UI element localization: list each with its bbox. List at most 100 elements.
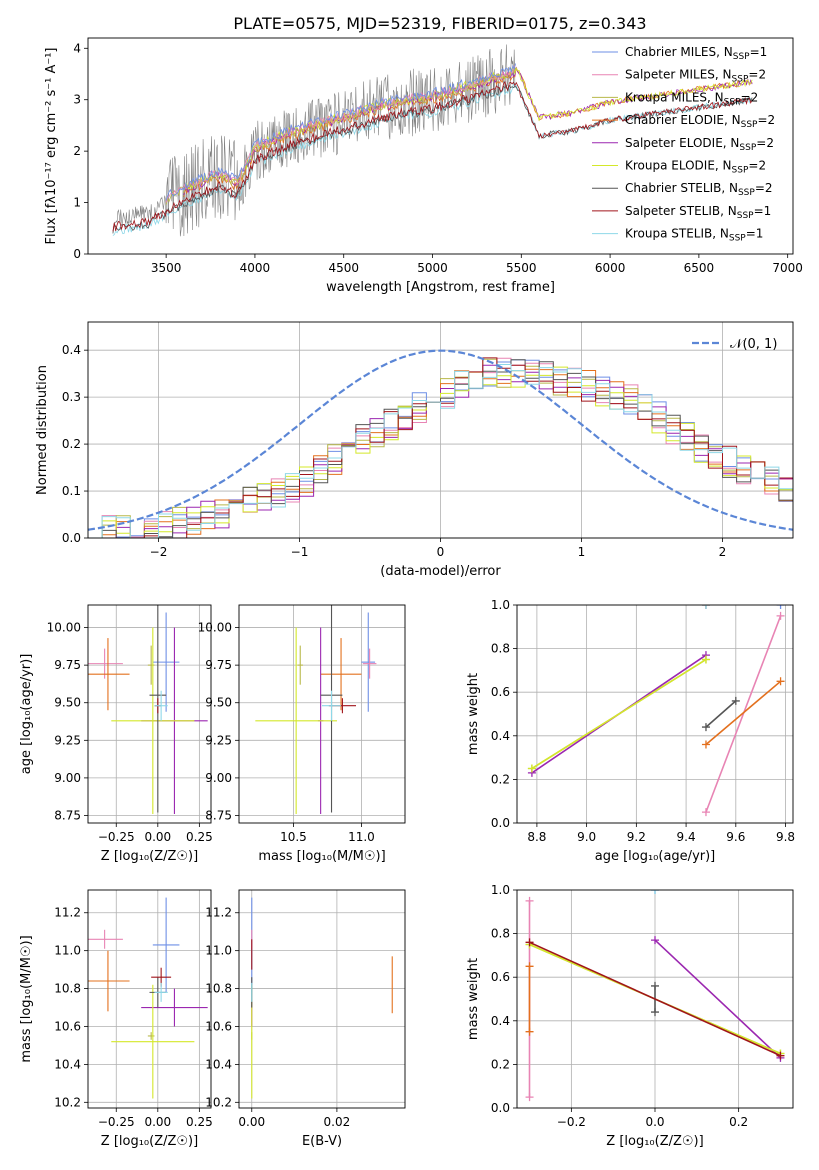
y-tick-label: 1 (73, 196, 81, 210)
legend-label: Kroupa ELODIE, NSSP=2 (625, 159, 766, 176)
x-tick-label: 3500 (151, 261, 182, 275)
model-kroupa-stelib (112, 82, 753, 236)
x-axis-label: Z [log₁₀(Z/Z☉)] (101, 1134, 198, 1149)
weight-marker-chabrier-stelib (701, 723, 710, 732)
y-axis-label: mass weight (466, 958, 481, 1040)
model-chabrier-miles (165, 63, 516, 201)
histogram-kroupa-stelib (88, 364, 793, 538)
y-tick-label: 9.00 (54, 771, 81, 785)
axes-frame (516, 604, 794, 824)
y-tick-label: 0.1 (62, 484, 81, 498)
panel-age_vs_z: −0.25 0.00 0.25 8.75 9.00 9.25 9.50 9.75 10.00 Z … (19, 604, 213, 864)
x-tick-label: 7000 (772, 261, 803, 275)
x-tick-label: 6500 (684, 261, 715, 275)
y-tick-label: 8.75 (54, 808, 81, 822)
y-tick-label: 0.2 (62, 437, 81, 451)
y-tick-label: 9.75 (205, 658, 232, 672)
axes-frame (87, 604, 212, 824)
x-tick-label: 5000 (417, 261, 448, 275)
plot-area (251, 897, 393, 1099)
x-axis-label: wavelength [Angstrom, rest frame] (326, 280, 555, 295)
panel-weight_vs_age: 8.8 9.0 9.2 9.4 9.6 9.8 0.0 0.2 0.4 0.6 0.8 1.0 age … (466, 598, 795, 864)
panel-weight_vs_z: −0.2 0.0 0.2 0.0 0.2 0.4 0.6 0.8 1.0 Z [log₁₀(Z/Z… (466, 883, 794, 1149)
legend: Chabrier MILES, NSSP=1 Salpeter MILES, NS… (592, 45, 775, 244)
x-axis-label: mass [log₁₀(M/M☉)] (258, 849, 385, 864)
panel-mass_vs_z: −0.25 0.00 0.25 10.2 10.4 10.6 10.8 11.0 11.2 Z [… (19, 889, 213, 1149)
y-tick-label: 10.8 (205, 982, 232, 996)
plot-area (88, 897, 208, 1099)
x-axis-label: Z [log₁₀(Z/Z☉)] (101, 849, 198, 864)
y-tick-label: 0.0 (491, 1101, 510, 1115)
model-kroupa-miles (165, 67, 516, 205)
y-axis-label: mass weight (466, 673, 481, 755)
y-tick-label: 10.00 (47, 621, 81, 635)
y-tick-label: 9.50 (54, 696, 81, 710)
legend-label: Salpeter MILES, NSSP=2 (625, 68, 766, 85)
y-tick-label: 11.2 (205, 906, 232, 920)
x-tick-label: −0.25 (98, 830, 135, 844)
x-tick-label: −0.2 (557, 1115, 586, 1129)
axes-frame (87, 37, 794, 255)
x-tick-label: 0.25 (186, 1115, 213, 1129)
x-tick-label: 9.4 (677, 830, 696, 844)
weight-line-kroupa-elodie (531, 658, 707, 770)
x-tick-label: 11.0 (348, 830, 375, 844)
axes-frame (516, 889, 794, 1109)
y-tick-label: 10.2 (205, 1095, 232, 1109)
legend-label: Salpeter STELIB, NSSP=1 (625, 204, 771, 221)
y-tick-label: 9.25 (54, 733, 81, 747)
y-tick-label: 0.0 (491, 816, 510, 830)
plot-area (88, 605, 208, 814)
panel-mass_vs_ebv: 0.00 0.02 10.2 10.4 10.6 10.8 11.0 11.2 E(B-V) (205, 889, 406, 1149)
y-tick-label: 8.75 (205, 808, 232, 822)
y-axis-label: age [log₁₀(age/yr)] (19, 654, 34, 775)
figure-title: PLATE=0575, MJD=52319, FIBERID=0175, z=0… (233, 14, 646, 33)
weight-marker-chabrier-stelib (651, 1008, 659, 1017)
y-tick-label: 0.4 (491, 1014, 510, 1028)
y-tick-label: 2 (73, 144, 81, 158)
x-axis-label: Z [log₁₀(Z/Z☉)] (606, 1134, 703, 1149)
x-tick-label: 9.6 (726, 830, 745, 844)
weight-marker-chabrier-elodie (701, 740, 710, 749)
y-tick-label: 11.0 (54, 944, 81, 958)
y-tick-label: 9.75 (54, 658, 81, 672)
model-chabrier-stelib (112, 83, 753, 234)
weight-marker-kroupa-stelib (701, 605, 710, 609)
y-tick-label: 0 (73, 247, 81, 261)
x-tick-label: 0.00 (238, 1115, 265, 1129)
weight-marker-salpeter-miles (525, 1093, 534, 1102)
y-tick-label: 0.8 (491, 927, 510, 941)
weight-marker-chabrier-elodie (776, 677, 785, 686)
x-tick-label: 4000 (240, 261, 271, 275)
y-tick-label: 9.25 (205, 733, 232, 747)
x-tick-label: −2 (150, 545, 168, 559)
y-tick-label: 9.00 (205, 771, 232, 785)
weight-marker-salpeter-miles (701, 808, 710, 817)
legend-label: 𝒩(0, 1) (730, 337, 777, 352)
plot-area (527, 605, 785, 817)
y-tick-label: 0.3 (62, 390, 81, 404)
legend-label: Salpeter ELODIE, NSSP=2 (625, 136, 774, 153)
x-axis-label: (data-model)/error (380, 564, 501, 579)
y-tick-label: 10.6 (54, 1019, 81, 1033)
weight-marker-salpeter-miles (776, 611, 785, 620)
weight-line-salpeter-miles (705, 615, 782, 813)
axes-frame (238, 889, 406, 1109)
weight-line-salpeter-stelib (529, 941, 781, 1057)
x-tick-label: 4500 (328, 261, 359, 275)
x-tick-label: 0.02 (324, 1115, 351, 1129)
x-tick-label: −0.25 (98, 1115, 135, 1129)
x-tick-label: 10.5 (280, 830, 307, 844)
x-tick-label: 0.0 (645, 1115, 664, 1129)
x-axis-label: E(B-V) (302, 1134, 342, 1149)
legend-label: Kroupa MILES, NSSP=2 (625, 90, 758, 107)
weight-marker-salpeter-stelib (776, 1051, 785, 1060)
y-tick-label: 10.00 (198, 621, 232, 635)
y-tick-label: 0.6 (491, 685, 510, 699)
legend: 𝒩(0, 1) (692, 337, 777, 352)
axes-frame (238, 604, 406, 824)
plot-area (525, 890, 785, 1102)
panel-residuals: −2 −1 0 1 2 0.0 0.1 0.2 0.3 0.4 (data-model)/error… (35, 321, 794, 579)
x-tick-label: 0.25 (186, 830, 213, 844)
